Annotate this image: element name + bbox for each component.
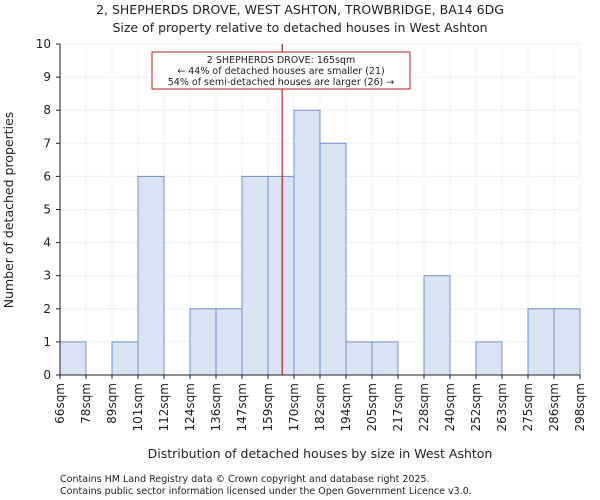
y-tick-label: 10: [36, 37, 51, 51]
x-tick-label: 112sqm: [157, 383, 171, 431]
bar: [137, 175, 165, 376]
x-tick-label: 159sqm: [261, 383, 275, 431]
x-tick-label: 89sqm: [105, 383, 119, 424]
x-tick-label: 124sqm: [183, 383, 197, 431]
bar: [215, 308, 243, 376]
bar: [527, 308, 555, 376]
bar: [345, 341, 373, 376]
x-tick-label: 101sqm: [131, 383, 145, 431]
x-tick-label: 298sqm: [573, 383, 587, 431]
x-tick-label: 228sqm: [417, 383, 431, 431]
x-tick-label: 286sqm: [547, 383, 561, 431]
x-tick-label: 240sqm: [443, 383, 457, 431]
y-tick-label: 8: [43, 103, 51, 117]
x-tick-label: 194sqm: [339, 383, 353, 431]
x-tick-label: 205sqm: [365, 383, 379, 431]
y-tick-label: 1: [43, 335, 51, 349]
annotation-box: [151, 51, 411, 90]
bars: [59, 109, 581, 376]
bar: [475, 341, 503, 376]
bar: [189, 308, 217, 376]
annotation-line-1: 2 SHEPHERDS DROVE: 165sqm: [207, 55, 355, 66]
x-tick-label: 136sqm: [209, 383, 223, 431]
bar: [553, 308, 581, 376]
y-tick-label: 6: [43, 169, 51, 183]
axes: [56, 43, 581, 379]
y-tick-label: 3: [43, 269, 51, 283]
x-tick-label: 217sqm: [391, 383, 405, 431]
bar: [319, 142, 347, 376]
chart-title: 2, SHEPHERDS DROVE, WEST ASHTON, TROWBRI…: [96, 2, 504, 17]
x-tick-label: 78sqm: [79, 383, 93, 424]
footer-line-2: Contains public sector information licen…: [60, 486, 472, 497]
bar: [423, 275, 451, 376]
bar: [59, 341, 87, 376]
bar: [241, 175, 269, 376]
bar: [293, 109, 321, 376]
x-tick-label: 66sqm: [53, 383, 67, 424]
x-tick-labels: 66sqm 78sqm 89sqm 101sqm 112sqm 124sqm 136sqm 1…: [53, 383, 587, 431]
x-tick-label: 147sqm: [235, 383, 249, 431]
bar: [371, 341, 399, 376]
x-axis-label: Distribution of detached houses by size …: [148, 446, 493, 461]
x-tick-label: 170sqm: [287, 383, 301, 431]
y-tick-label: 2: [43, 302, 51, 316]
annotation-line-2: ← 44% of detached houses are smaller (21…: [177, 66, 384, 77]
x-tick-label: 182sqm: [313, 383, 327, 431]
x-tick-label: 275sqm: [521, 383, 535, 431]
annotation-line-3: 54% of semi-detached houses are larger (…: [168, 77, 395, 88]
bar: [111, 341, 139, 376]
bar: [267, 175, 295, 376]
y-axis-label: Number of detached properties: [1, 112, 16, 309]
y-tick-labels: 0 1 2 3 4 5 6 7 8 9 10: [36, 37, 51, 382]
chart-subtitle: Size of property relative to detached ho…: [112, 20, 487, 35]
y-tick-label: 4: [43, 236, 51, 250]
y-tick-label: 9: [43, 70, 51, 84]
x-tick-label: 263sqm: [495, 383, 509, 431]
footer-line-1: Contains HM Land Registry data © Crown c…: [60, 474, 430, 485]
y-tick-label: 0: [43, 368, 51, 382]
y-tick-label: 7: [43, 136, 51, 150]
y-tick-label: 5: [43, 203, 51, 217]
x-tick-label: 252sqm: [469, 383, 483, 431]
